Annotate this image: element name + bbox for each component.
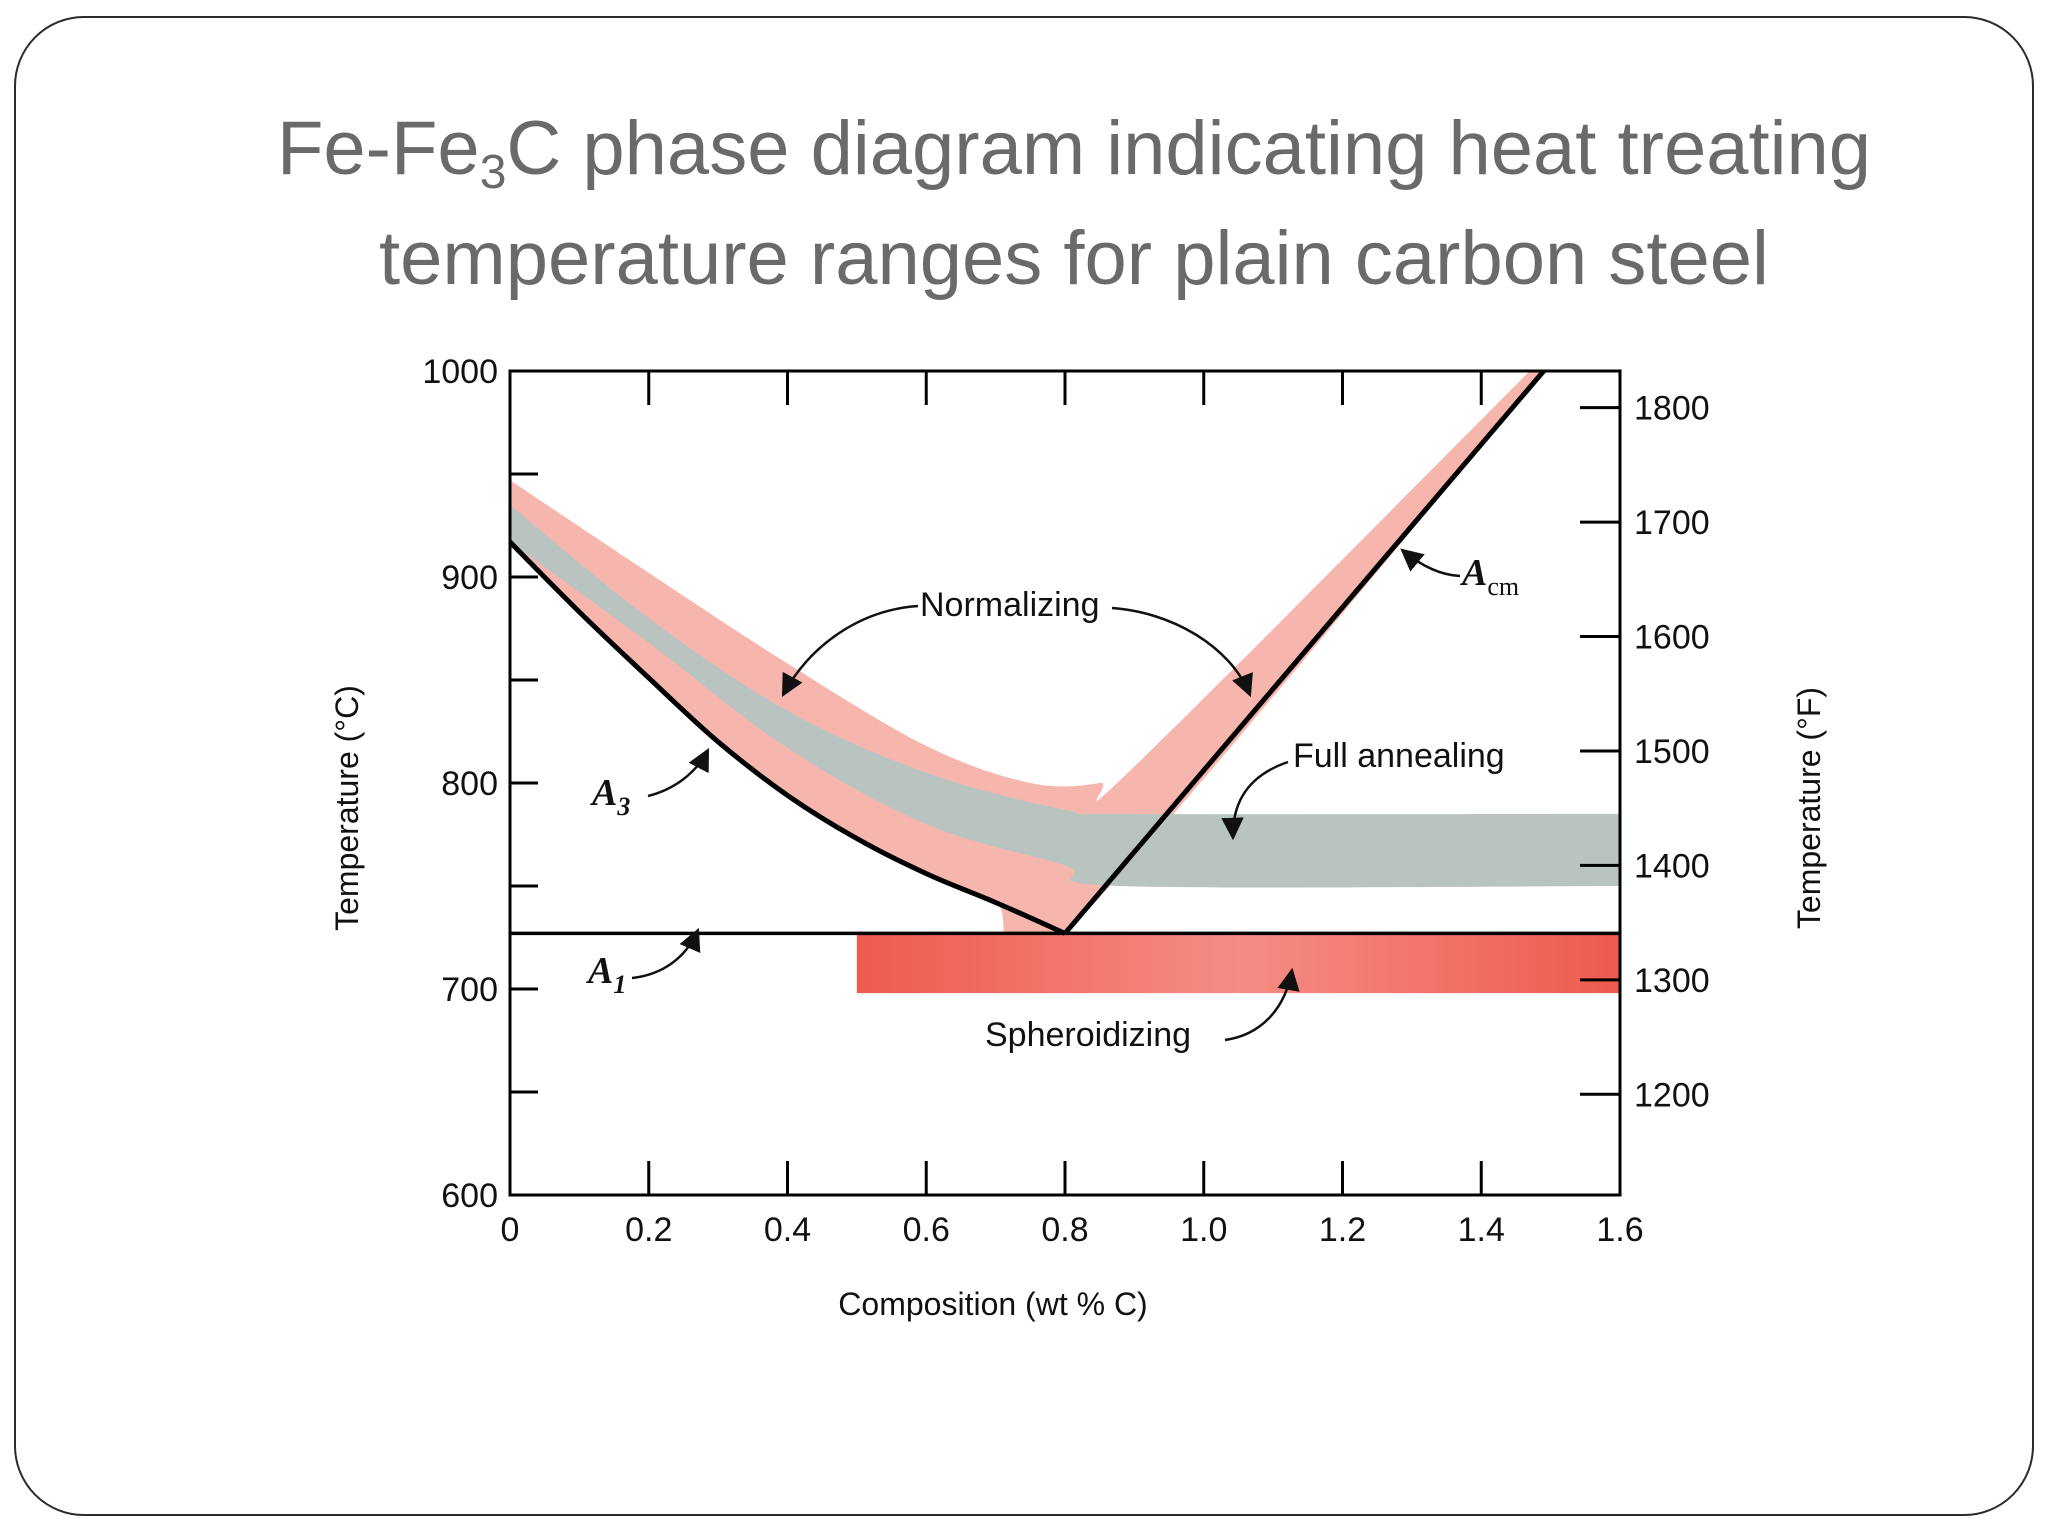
y2-tick-label: 1400 bbox=[1634, 847, 1710, 885]
slide-title: Fe-Fe3C phase diagram indicating heat tr… bbox=[0, 94, 2048, 314]
a3-label: A3 bbox=[590, 772, 630, 821]
acm-line bbox=[1063, 369, 1546, 936]
normalizing-arrow-left bbox=[781, 604, 919, 697]
x-tick-label: 1.0 bbox=[1180, 1211, 1227, 1249]
acm-arrow bbox=[1400, 548, 1461, 578]
y2-axis-title: Temperature (°F) bbox=[1791, 687, 1827, 929]
slide-frame bbox=[14, 16, 2034, 1516]
x-tick-label: 1.4 bbox=[1458, 1211, 1505, 1249]
spheroidizing-label: Spheroidizing bbox=[985, 1016, 1191, 1054]
x-tick-label: 0.8 bbox=[1041, 1211, 1088, 1249]
x-tick-label: 0 bbox=[501, 1211, 520, 1249]
y2-tick-label: 1500 bbox=[1634, 733, 1710, 771]
y-tick-label: 1000 bbox=[422, 353, 498, 391]
y-tick-label: 900 bbox=[441, 559, 498, 597]
y-axis-title: Temperature (°C) bbox=[329, 685, 365, 931]
y2-tick-label: 1600 bbox=[1634, 619, 1710, 657]
y2-tick-label: 1300 bbox=[1634, 962, 1710, 1000]
x-tick-label: 1.2 bbox=[1319, 1211, 1366, 1249]
normalizing-arrow-right bbox=[1111, 606, 1253, 698]
title-line-1: Fe-Fe3C phase diagram indicating heat tr… bbox=[276, 106, 1872, 199]
full-annealing-region bbox=[510, 504, 1620, 888]
x-tick-label: 0.2 bbox=[625, 1211, 672, 1249]
a3-line bbox=[508, 540, 1067, 936]
y-axis-fahrenheit: 1200 1300 1400 1500 1600 1700 1800 bbox=[1580, 390, 1710, 1114]
y2-tick-label: 1800 bbox=[1634, 390, 1710, 428]
spheroidizing-region bbox=[856, 933, 1620, 994]
a1-arrow bbox=[631, 927, 701, 980]
y-axis-celsius: 600 700 800 900 1000 bbox=[422, 353, 538, 1215]
a1-label: A1 bbox=[586, 950, 626, 999]
y2-tick-label: 1700 bbox=[1634, 504, 1710, 542]
normalizing-label: Normalizing bbox=[920, 586, 1100, 624]
full-annealing-arrow bbox=[1221, 760, 1289, 841]
x-axis-title: Composition (wt % C) bbox=[838, 1286, 1147, 1322]
y2-tick-label: 1200 bbox=[1634, 1076, 1710, 1114]
full-annealing-label: Full annealing bbox=[1293, 737, 1505, 775]
x-tick-label: 0.4 bbox=[764, 1211, 811, 1249]
x-axis: 0 0.2 0.4 0.6 0.8 1.0 1.2 1.4 1.6 bbox=[501, 371, 1644, 1249]
y-tick-label: 600 bbox=[441, 1177, 498, 1215]
spheroidizing-arrow bbox=[1224, 967, 1300, 1042]
x-tick-label: 1.6 bbox=[1596, 1211, 1643, 1249]
y-tick-label: 700 bbox=[441, 971, 498, 1009]
a3-arrow bbox=[647, 748, 710, 798]
x-tick-label: 0.6 bbox=[903, 1211, 950, 1249]
title-line-2: temperature ranges for plain carbon stee… bbox=[379, 216, 1769, 301]
acm-label: Acm bbox=[1460, 552, 1519, 601]
y-tick-label: 800 bbox=[441, 765, 498, 803]
